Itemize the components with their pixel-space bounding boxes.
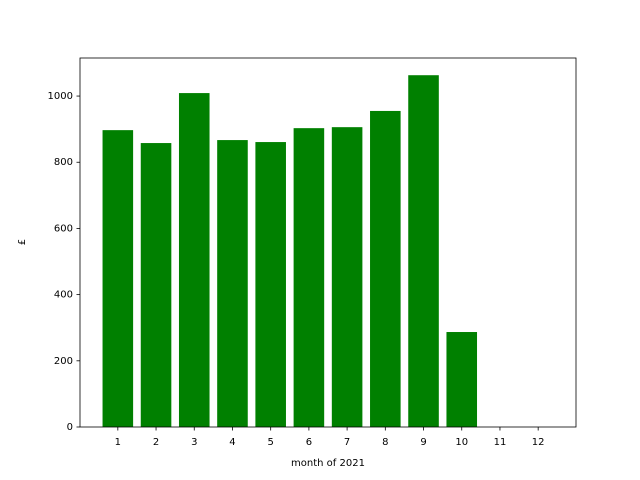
x-tick-label: 3 — [191, 437, 197, 448]
x-tick-label: 11 — [494, 437, 507, 448]
bar — [102, 130, 134, 427]
x-tick-label: 5 — [267, 437, 273, 448]
bar — [446, 332, 478, 427]
bar — [370, 110, 401, 427]
y-tick-label: 1000 — [48, 91, 73, 102]
x-axis-label: month of 2021 — [291, 458, 365, 469]
x-tick-label: 2 — [153, 437, 159, 448]
bar — [331, 127, 363, 428]
y-axis-label: £ — [17, 239, 28, 245]
y-tick-label: 800 — [54, 157, 73, 168]
bar — [293, 128, 325, 427]
bar — [178, 93, 210, 427]
bar — [140, 143, 172, 428]
x-tick-label: 9 — [420, 437, 426, 448]
x-tick-label: 4 — [229, 437, 235, 448]
bar — [255, 142, 286, 427]
bar — [217, 140, 248, 427]
x-tick-label: 7 — [344, 437, 350, 448]
y-tick-label: 200 — [54, 356, 73, 367]
x-tick-label: 1 — [115, 437, 121, 448]
y-tick-label: 0 — [67, 422, 73, 433]
y-tick-label: 600 — [54, 223, 73, 234]
x-tick-label: 6 — [306, 437, 312, 448]
bar — [408, 75, 439, 427]
x-tick-label: 8 — [382, 437, 388, 448]
x-tick-label: 10 — [455, 437, 468, 448]
plot-frame — [79, 57, 577, 428]
y-tick-label: 400 — [54, 290, 73, 301]
x-tick-label: 12 — [532, 437, 545, 448]
